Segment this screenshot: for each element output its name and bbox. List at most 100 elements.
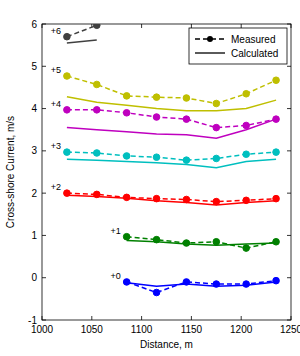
- series-marker: [64, 33, 71, 40]
- series-label: +5: [51, 65, 61, 75]
- series-marker: [93, 150, 100, 157]
- x-tick-label: 1250: [280, 324, 300, 335]
- series-marker: [93, 81, 100, 88]
- legend-label: Calculated: [231, 48, 278, 59]
- series-marker: [243, 245, 250, 252]
- series-labels: +0 +1 +2 +3 +4 +5 +6: [51, 26, 121, 281]
- series-marker: [123, 233, 130, 240]
- series-marker: [273, 77, 280, 84]
- y-tick-label: 1: [31, 230, 37, 241]
- y-tick-label: 4: [31, 103, 37, 114]
- series-marker: [183, 95, 190, 102]
- series-label: +1: [110, 226, 120, 236]
- series-marker: [153, 114, 160, 121]
- series-marker: [153, 289, 160, 296]
- legend-label: Measured: [231, 34, 275, 45]
- legend-box: [189, 28, 287, 64]
- y-tick-label: 5: [31, 61, 37, 72]
- y-tick: [42, 277, 46, 278]
- x-tick: [191, 316, 192, 320]
- x-tick: [291, 316, 292, 320]
- series-line: [67, 195, 276, 205]
- y-axis-label: Cross-shore Current, m/s: [5, 116, 16, 228]
- y-tick: [287, 66, 291, 67]
- series-label: +3: [51, 141, 61, 151]
- x-tick: [42, 24, 43, 28]
- y-tick: [42, 66, 46, 67]
- series-marker: [213, 198, 220, 205]
- series-marker: [243, 122, 250, 129]
- series-line: [67, 25, 97, 36]
- x-tick-label: 1100: [131, 324, 153, 335]
- series-marker: [123, 93, 130, 100]
- chart: 1000 1050 1100 1150 1200 1250 -1 0 1 2 3 4 5 6 Distanc…: [0, 0, 300, 356]
- series-marker: [93, 24, 100, 29]
- y-tick: [287, 193, 291, 194]
- y-tick: [42, 108, 46, 109]
- series-line: [127, 282, 276, 286]
- series-marker: [123, 110, 130, 117]
- series-label: +2: [51, 182, 61, 192]
- x-tick: [241, 316, 242, 320]
- y-tick-label: 0: [31, 272, 37, 283]
- series-marker: [273, 149, 280, 156]
- y-tick: [287, 150, 291, 151]
- x-tick-label: 1150: [181, 324, 203, 335]
- y-tick: [42, 235, 46, 236]
- series-marker: [123, 153, 130, 160]
- x-axis-label: Distance, m: [140, 339, 193, 350]
- legend-marker: [207, 36, 213, 42]
- x-tick: [91, 316, 92, 320]
- series-line: [67, 40, 97, 43]
- series-marker: [273, 277, 280, 284]
- series-marker: [273, 238, 280, 245]
- y-tick: [287, 320, 291, 321]
- series-label: +0: [110, 271, 120, 281]
- series-marker: [213, 100, 220, 107]
- x-tick-label: 1200: [230, 324, 253, 335]
- y-tick: [287, 24, 291, 25]
- series-line: [127, 237, 276, 248]
- y-tick: [42, 24, 46, 25]
- series-line: [67, 97, 276, 111]
- x-tick: [191, 24, 192, 28]
- legend: Measured Calculated: [189, 28, 287, 64]
- x-tick: [241, 24, 242, 28]
- series-marker: [153, 154, 160, 161]
- series-marker: [153, 94, 160, 101]
- series-marker: [243, 281, 250, 288]
- series-marker: [123, 279, 130, 286]
- series-marker: [213, 238, 220, 245]
- series-line: [127, 241, 276, 246]
- series-marker: [213, 124, 220, 131]
- series-label: +6: [51, 26, 61, 36]
- y-tick: [42, 193, 46, 194]
- x-tick: [141, 24, 142, 28]
- y-tick: [287, 108, 291, 109]
- background: [0, 0, 300, 356]
- y-tick-label: 2: [31, 188, 37, 199]
- x-tick-label: 1050: [81, 324, 104, 335]
- plot-data: [64, 24, 280, 296]
- series-marker: [243, 90, 250, 97]
- series-line: [67, 76, 276, 103]
- series-marker: [64, 149, 71, 156]
- y-tick-label: 3: [31, 145, 37, 156]
- y-tick-label: -1: [28, 315, 37, 326]
- series-line: [127, 281, 276, 293]
- series-label: +4: [51, 99, 61, 109]
- series-line: [67, 119, 276, 138]
- series-line: [67, 159, 276, 167]
- y-tick-label: 6: [31, 19, 37, 30]
- legend-line: [195, 52, 225, 53]
- x-tick: [141, 316, 142, 320]
- y-tick: [42, 150, 46, 151]
- plot-frame: [42, 24, 291, 320]
- x-tick: [42, 316, 43, 320]
- series-marker: [64, 107, 71, 114]
- series-marker: [213, 155, 220, 162]
- x-tick: [291, 24, 292, 28]
- series-marker: [93, 107, 100, 114]
- x-tick-label: 1000: [31, 324, 54, 335]
- series-marker: [183, 157, 190, 164]
